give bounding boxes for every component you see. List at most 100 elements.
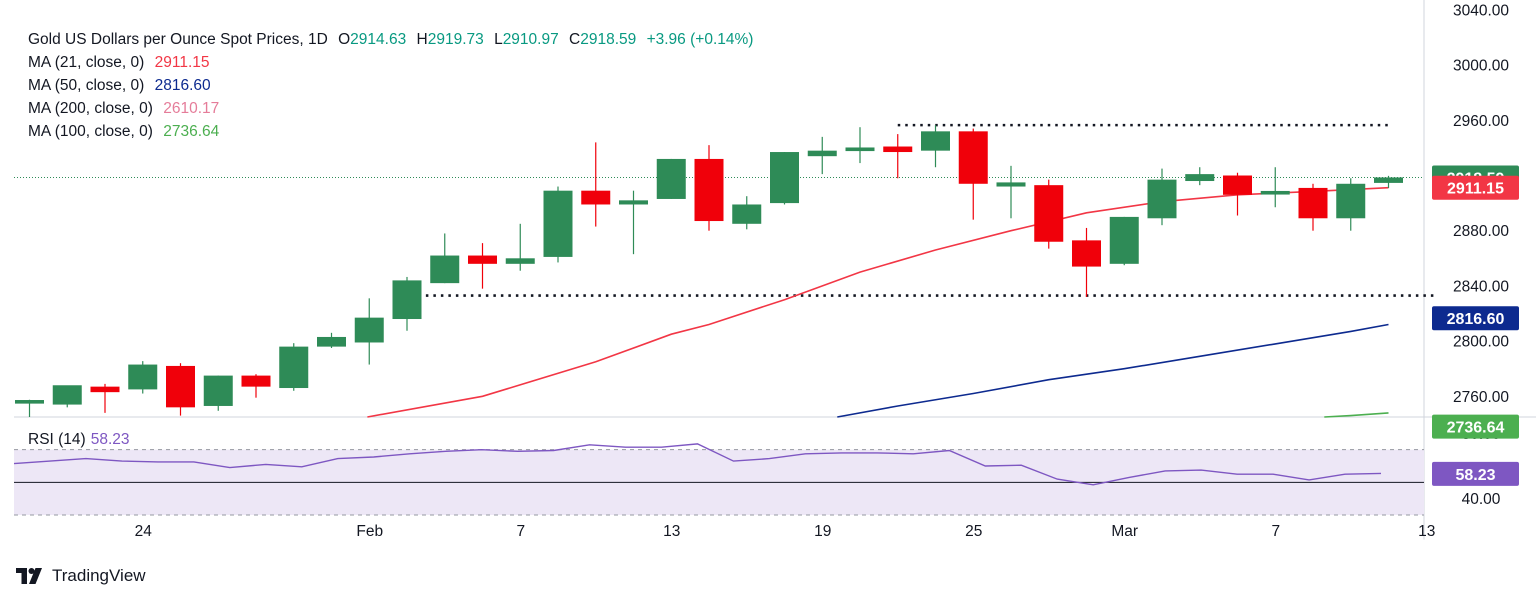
legend-ma21: MA (21, close, 0) 2911.15 [28,51,753,74]
rsi-tick-label: 40.00 [1462,491,1501,508]
candle-18 [694,145,724,231]
open-label: O [338,31,351,48]
candle-4 [166,363,195,416]
candlesticks [15,125,1403,417]
candle-body [732,204,762,224]
price-tick-label: 3040.00 [1453,2,1509,19]
price-label-3: 2736.64 [1432,414,1519,439]
candle-20 [770,152,799,205]
tradingview-logo-icon [16,568,42,584]
candle-body [1260,190,1290,195]
candle-28 [1072,227,1101,297]
symbol-title: Gold US Dollars per Ounce Spot Prices, 1… [28,31,328,48]
close-value: 2918.59 [580,31,637,48]
x-tick-label: 13 [1418,523,1435,540]
ma21-value: 2911.15 [154,54,210,71]
rsi-value-label-text: 58.23 [1455,467,1495,484]
candle-body [1147,179,1177,219]
rsi-label: RSI (14) [28,431,86,448]
rsi-value-label-bg [1432,461,1519,486]
candle-32 [1223,172,1252,216]
legend-ma200: MA (200, close, 0) 2610.17 [28,97,753,120]
candle-body [958,131,988,184]
rsi-legend: RSI (14) 58.23 [28,431,130,449]
price-label-3-text: 2736.64 [1447,420,1505,437]
x-tick-label: 24 [135,523,153,540]
candle-35 [1336,178,1366,231]
price-tick-label: 2800.00 [1453,334,1509,351]
axes: 3040.003000.002960.002920.002880.002840.… [135,2,1510,540]
candle-body [241,375,271,387]
candle-body [392,280,422,320]
candle-body [1109,216,1139,264]
candle-body [354,317,384,343]
candle-13 [505,223,535,271]
ma50-value: 2816.60 [154,77,211,94]
price-tick-label: 2760.00 [1453,389,1509,406]
candle-21 [807,136,837,175]
candle-body [1034,185,1064,242]
candle-body [52,385,82,405]
candle-29 [1109,216,1139,266]
price-label-2: 2816.60 [1432,306,1519,331]
candle-11 [430,233,460,284]
price-label-1: 2911.15 [1432,175,1519,200]
candle-6 [241,374,271,398]
candle-31 [1185,167,1215,186]
price-label-2-bg [1432,306,1519,331]
candle-33 [1260,167,1290,208]
x-tick-label: 19 [814,523,831,540]
legend-ma50: MA (50, close, 0) 2816.60 [28,74,753,97]
rsi-pane [13,443,1424,516]
candle-body [317,336,346,347]
candle-body [543,190,573,257]
candle-30 [1147,168,1177,226]
candle-body [15,400,44,404]
x-tick-label: Mar [1111,523,1138,540]
candle-8 [317,332,346,348]
ma50-label: MA (50, close, 0) [28,77,145,94]
moving-averages [367,186,1389,418]
candle-34 [1298,183,1328,231]
candle-10 [392,276,422,331]
candle-0 [15,399,44,417]
price-label-1-bg [1432,175,1519,200]
candle-36 [1374,175,1403,188]
candle-body [1185,174,1215,182]
x-tick-label: 13 [663,523,680,540]
candle-body [279,346,309,389]
candle-26 [996,165,1026,219]
candle-24 [921,125,950,168]
chart-legend: Gold US Dollars per Ounce Spot Prices, 1… [28,28,753,143]
legend-title-row: Gold US Dollars per Ounce Spot Prices, 1… [28,28,753,51]
candle-body [807,150,837,157]
candle-body [430,255,460,284]
ma50-line [837,323,1389,418]
legend-ma100: MA (100, close, 0) 2736.64 [28,120,753,143]
candle-body [921,131,950,151]
rsi-line [13,443,1382,486]
candle-16 [619,190,648,255]
price-tick-label: 2840.00 [1453,278,1509,295]
candle-body [90,386,120,393]
tradingview-brand[interactable]: TradingView [16,566,146,586]
candle-body [656,158,686,199]
candle-body [1336,183,1366,219]
x-tick-label: 7 [516,523,525,540]
candle-14 [543,186,573,263]
candle-12 [468,243,497,289]
candle-1 [52,385,82,408]
candle-body [128,364,158,390]
ma100-value: 2736.64 [163,123,220,140]
ma100-label: MA (100, close, 0) [28,123,153,140]
candle-body [468,255,497,264]
candle-body [770,152,799,204]
change-value: +3.96 (+0.14%) [646,31,754,48]
candle-body [619,200,648,205]
brand-name: TradingView [52,566,146,585]
candle-19 [732,196,762,230]
x-tick-label: Feb [356,523,383,540]
rsi-value-label: 58.23 [1432,461,1519,486]
